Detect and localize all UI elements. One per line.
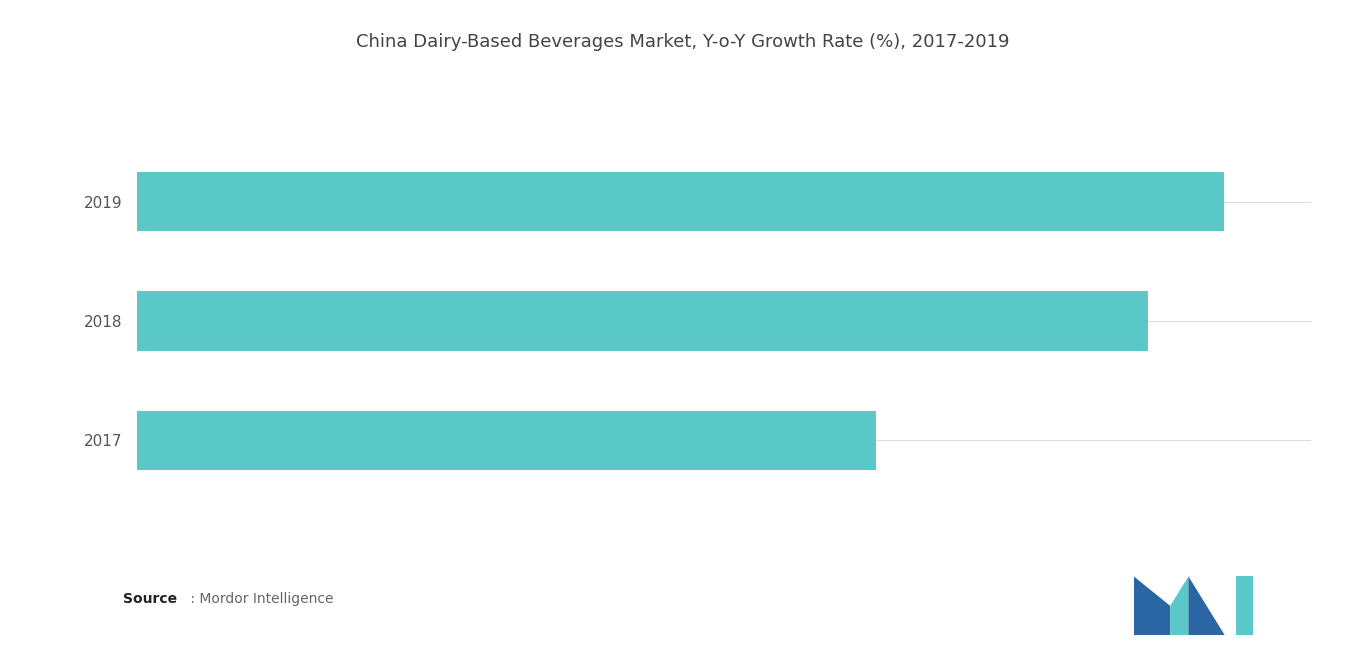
Bar xyxy=(137,291,1149,351)
Text: : Mordor Intelligence: : Mordor Intelligence xyxy=(186,592,333,606)
Polygon shape xyxy=(1134,576,1171,635)
Polygon shape xyxy=(1236,576,1253,635)
Bar xyxy=(137,172,1224,231)
Text: Source: Source xyxy=(123,592,178,606)
Polygon shape xyxy=(1188,576,1225,635)
Text: China Dairy-Based Beverages Market, Y-o-Y Growth Rate (%), 2017-2019: China Dairy-Based Beverages Market, Y-o-… xyxy=(357,33,1009,50)
Bar xyxy=(137,411,876,470)
Polygon shape xyxy=(1171,576,1188,635)
